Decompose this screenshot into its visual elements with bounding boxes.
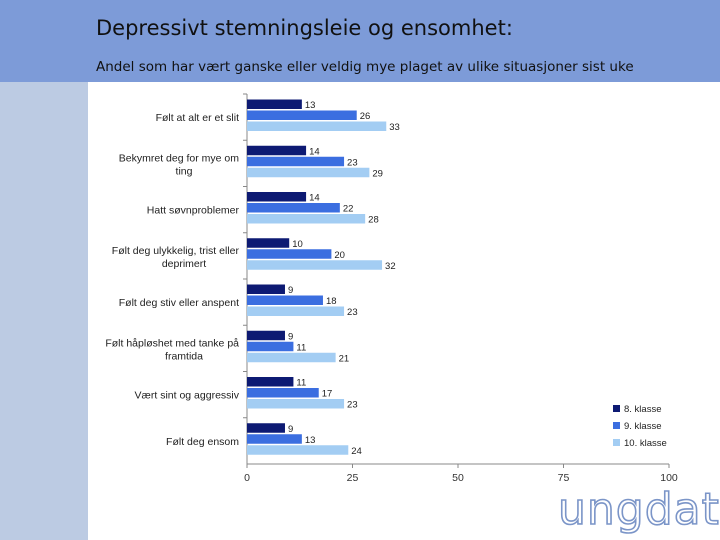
x-tick-label: 50: [452, 472, 464, 484]
bar: [247, 214, 366, 224]
bar: [247, 99, 302, 109]
data-label: 23: [347, 307, 358, 318]
bar: [247, 423, 285, 433]
category-label: framtida: [165, 350, 203, 362]
data-label: 33: [389, 122, 400, 133]
data-label: 32: [385, 261, 396, 272]
data-label: 22: [343, 204, 354, 215]
category-label: Bekymret deg for mye om: [119, 152, 239, 164]
bar: [247, 192, 307, 202]
data-label: 14: [309, 193, 320, 204]
bar: [247, 238, 290, 248]
category-label: Følt deg ensom: [166, 436, 239, 448]
data-label: 13: [305, 100, 316, 111]
left-sidebar-panel: [0, 82, 88, 540]
data-label: 9: [288, 331, 293, 342]
category-label: ting: [176, 165, 193, 177]
data-label: 11: [296, 342, 306, 353]
bar: [247, 167, 370, 178]
data-label: 29: [372, 168, 383, 179]
bar: [247, 445, 349, 455]
bar: [247, 260, 383, 270]
data-label: 14: [309, 146, 320, 157]
bar: [247, 341, 294, 352]
x-tick-label: 25: [347, 472, 359, 484]
bar: [247, 110, 357, 120]
x-tick-label: 0: [244, 472, 250, 484]
legend-swatch: [613, 422, 620, 429]
data-label: 9: [288, 285, 293, 296]
bar: [247, 434, 302, 444]
bar: [247, 295, 323, 305]
category-label: Følt deg stiv eller anspent: [119, 297, 239, 309]
bar: [247, 388, 319, 398]
data-label: 18: [326, 296, 337, 307]
data-label: 28: [368, 215, 379, 226]
bar: [247, 121, 387, 131]
legend-swatch: [613, 439, 620, 446]
data-label: 23: [347, 157, 358, 168]
bar: [247, 249, 332, 259]
x-tick-label: 75: [558, 472, 570, 484]
bar: [247, 377, 294, 387]
bar: [247, 284, 285, 294]
legend-label: 8. klasse: [624, 404, 662, 415]
category-label: Følt håpløshet med tanke på: [105, 337, 239, 349]
data-label: 17: [322, 389, 333, 400]
bar: [247, 399, 345, 409]
bar: [247, 156, 345, 167]
data-label: 20: [334, 250, 345, 261]
legend-swatch: [613, 405, 620, 412]
category-label: Følt deg ulykkelig, trist eller: [112, 245, 240, 257]
data-label: 26: [360, 111, 371, 122]
bar: [247, 203, 340, 213]
data-label: 24: [351, 446, 362, 457]
bar: [247, 352, 336, 363]
x-tick-label: 100: [660, 472, 678, 484]
bar: [247, 145, 307, 156]
ungdata-logo: ungdata: [557, 484, 720, 535]
page-subtitle: Andel som har vært ganske eller veldig m…: [96, 59, 634, 75]
header-bar: Depressivt stemningsleie og ensomhet: An…: [0, 0, 720, 82]
category-label: Hatt søvnproblemer: [147, 205, 240, 217]
data-label: 23: [347, 400, 358, 411]
category-label: Vært sint og aggressiv: [135, 390, 240, 402]
category-label: deprimert: [162, 258, 206, 270]
legend-label: 9. klasse: [624, 421, 662, 432]
bar: [247, 330, 285, 341]
data-label: 11: [296, 378, 306, 389]
legend-label: 10. klasse: [624, 438, 667, 449]
data-label: 9: [288, 424, 293, 435]
bar: [247, 306, 345, 316]
data-label: 21: [339, 353, 350, 364]
data-label: 10: [292, 239, 303, 250]
category-label: Følt at alt er et slit: [156, 112, 240, 124]
data-label: 13: [305, 435, 316, 446]
page-title: Depressivt stemningsleie og ensomhet:: [96, 16, 513, 40]
